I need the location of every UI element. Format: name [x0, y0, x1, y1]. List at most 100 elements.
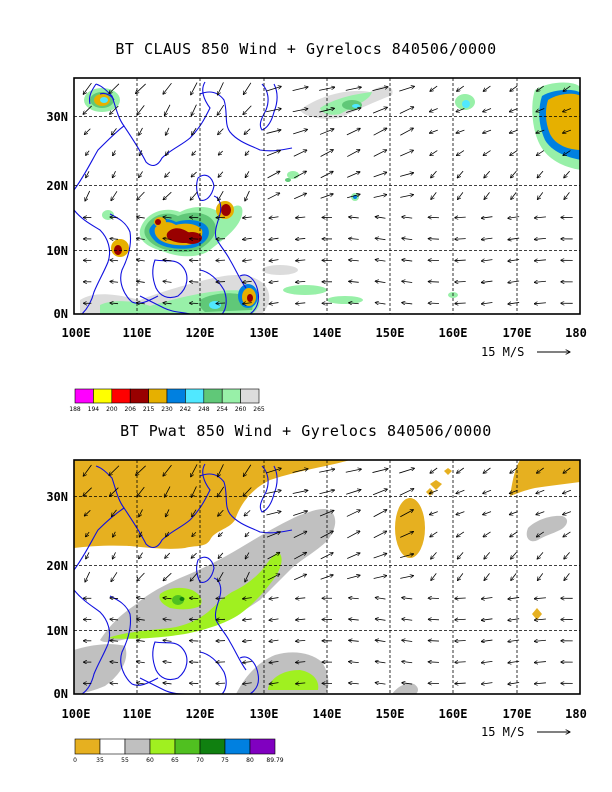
pwat-wind-arrow — [562, 511, 572, 515]
claus-wind-arrow — [244, 128, 251, 135]
claus-wind-arrow — [429, 108, 438, 112]
claus-wind-arrow — [163, 238, 172, 239]
claus-wind-arrow — [218, 171, 224, 178]
pwat-lon-160e: 160E — [439, 707, 468, 721]
pwat-wind-arrow — [218, 509, 224, 516]
claus-wind-arrow — [110, 281, 119, 282]
claus-lat-0n: 0N — [54, 307, 68, 321]
claus-wind-arrow — [349, 238, 359, 239]
pwat-wind-arrow — [296, 683, 306, 684]
claus-wind-arrow — [373, 150, 387, 157]
pwat-wind-arrow — [484, 552, 491, 559]
claus-wind-vectors — [83, 82, 573, 304]
pwat-wind-arrow — [399, 468, 414, 474]
claus-wind-arrow — [242, 217, 252, 218]
claus-colorbar-swatch — [148, 388, 168, 404]
pwat-wind-arrow — [192, 509, 197, 517]
claus-wind-arrow — [242, 238, 252, 239]
pwat-wind-arrow — [137, 486, 145, 497]
pwat-wind-arrow — [430, 531, 438, 537]
claus-wind-arrow — [320, 150, 334, 157]
claus-wind-arrow — [296, 281, 306, 282]
claus-wind-arrow — [456, 150, 465, 156]
claus-wind-arrow — [163, 260, 172, 261]
claus-frame — [73, 77, 581, 315]
claus-wind-arrow — [163, 191, 172, 200]
claus-wind-arrow — [242, 260, 252, 261]
pwat-wind-arrow — [163, 572, 172, 581]
pwat-wind-arrow — [402, 598, 413, 599]
claus-wind-arrow — [269, 217, 279, 218]
pwat-colorbar-label: 75 — [221, 757, 229, 764]
pwat-wind-arrow — [510, 552, 517, 559]
claus-colorbar-label: 265 — [253, 406, 265, 413]
pwat-wind-arrow — [110, 619, 119, 620]
pwat-wind-arrow — [245, 571, 250, 582]
claus-wind-arrow — [373, 195, 387, 198]
claus-wind-arrow — [481, 303, 493, 304]
pwat-wind-arrow — [508, 597, 520, 599]
pwat-lat-10n: 10N — [46, 624, 68, 638]
claus-wind-arrow — [218, 190, 224, 201]
pwat-wind-arrow — [218, 464, 224, 477]
claus-colorbar-swatch — [111, 388, 131, 404]
pwat-wind-arrow — [191, 486, 197, 497]
claus-wind-arrow — [83, 105, 92, 115]
claus-wind-arrow — [245, 190, 250, 201]
pwat-wind-arrow — [136, 598, 145, 599]
pwat-wind-arrow — [534, 640, 546, 641]
pwat-shading — [74, 460, 580, 694]
pwat-lon-130e: 130E — [250, 707, 279, 721]
pwat-wind-arrow — [373, 510, 387, 518]
pwat-wind-arrow — [373, 576, 387, 579]
claus-wind-arrow — [481, 260, 493, 261]
pwat-wind-arrow — [508, 683, 520, 685]
pwat-lon-140e: 140E — [313, 707, 342, 721]
pwat-wind-arrow — [375, 683, 386, 685]
claus-wind-arrow — [347, 150, 360, 157]
pwat-wind-arrow — [375, 619, 386, 621]
claus-wind-arrow — [294, 171, 306, 179]
pwat-wind-arrow — [456, 489, 465, 493]
pwat-wind-arrow — [347, 531, 360, 539]
pwat-wind-arrow — [563, 531, 571, 537]
claus-wind-arrow — [402, 238, 413, 239]
pwat-wind-arrow — [429, 511, 438, 515]
pwat-wind-arrow — [83, 464, 92, 476]
claus-wind-arrow — [269, 260, 279, 261]
claus-wind-arrow — [509, 108, 518, 112]
claus-wind-arrow — [86, 171, 90, 178]
pwat-wind-arrow — [191, 464, 198, 476]
claus-lat-20n: 20N — [46, 179, 68, 193]
pwat-wind-arrow — [481, 661, 493, 662]
claus-lat-30n: 30N — [46, 110, 68, 124]
pwat-wind-arrow — [345, 469, 362, 473]
pwat-wind-arrow — [163, 598, 172, 599]
claus-wind-arrow — [508, 217, 520, 219]
pwat-wind-arrow — [563, 467, 571, 473]
claus-wind-arrow — [110, 260, 119, 261]
claus-wind-arrow — [163, 281, 172, 282]
pwat-colorbar-label: 60 — [146, 757, 154, 764]
claus-wind-arrow — [373, 172, 387, 178]
claus-wind-arrow — [456, 108, 465, 112]
pwat-wind-arrow — [536, 489, 545, 493]
claus-colorbar-swatch — [129, 388, 149, 404]
claus-wind-arrow — [400, 150, 413, 157]
claus-wind-arrow — [267, 171, 280, 179]
claus-wind-arrow — [534, 217, 546, 218]
pwat-wind-arrow — [511, 573, 517, 580]
claus-wind-arrow — [349, 260, 359, 261]
claus-wind-arrow — [191, 171, 197, 177]
claus-wind-arrow — [137, 105, 145, 115]
pwat-wind-arrow — [163, 683, 172, 684]
pwat-colorbar-label: 89.79 — [266, 757, 283, 764]
pwat-wind-arrow — [292, 490, 308, 494]
claus-wind-arrow — [163, 217, 172, 218]
panel2-map: 30N 20N 10N 0N 100E 110E 120E 130E 140E … — [46, 459, 587, 764]
pwat-wind-arrow — [266, 511, 281, 516]
pwat-wind-arrow — [481, 683, 493, 684]
pwat-wind-arrow — [242, 619, 252, 620]
pwat-wind-arrow — [245, 531, 250, 537]
